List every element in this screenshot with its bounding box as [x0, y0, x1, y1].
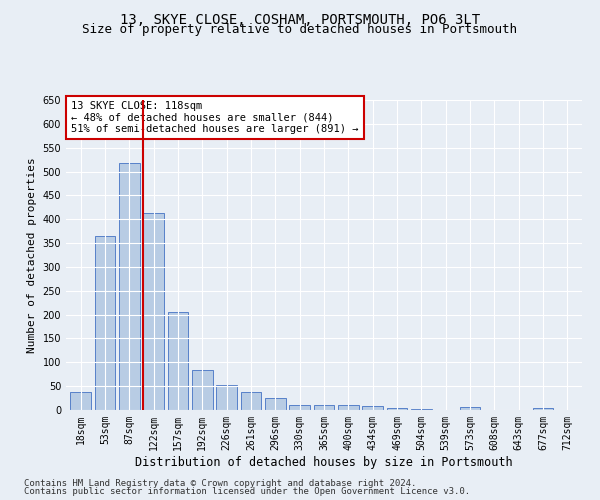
Y-axis label: Number of detached properties: Number of detached properties [27, 157, 37, 353]
Bar [265, 398, 286, 410]
Bar [289, 405, 310, 410]
Bar [216, 384, 237, 410]
Text: Contains public sector information licensed under the Open Government Licence v3: Contains public sector information licen… [24, 487, 470, 496]
Text: Size of property relative to detached houses in Portsmouth: Size of property relative to detached ho… [83, 22, 517, 36]
Bar [362, 406, 383, 410]
Bar [167, 312, 188, 410]
Bar [314, 405, 334, 410]
Bar [241, 392, 262, 410]
Bar [460, 407, 481, 410]
Bar [411, 408, 432, 410]
X-axis label: Distribution of detached houses by size in Portsmouth: Distribution of detached houses by size … [135, 456, 513, 468]
Text: Contains HM Land Registry data © Crown copyright and database right 2024.: Contains HM Land Registry data © Crown c… [24, 478, 416, 488]
Text: 13, SKYE CLOSE, COSHAM, PORTSMOUTH, PO6 3LT: 13, SKYE CLOSE, COSHAM, PORTSMOUTH, PO6 … [120, 12, 480, 26]
Bar [70, 392, 91, 410]
Bar [338, 405, 359, 410]
Bar [192, 370, 212, 410]
Bar [386, 408, 407, 410]
Bar [143, 213, 164, 410]
Bar [533, 408, 553, 410]
Text: 13 SKYE CLOSE: 118sqm
← 48% of detached houses are smaller (844)
51% of semi-det: 13 SKYE CLOSE: 118sqm ← 48% of detached … [71, 101, 358, 134]
Bar [119, 164, 140, 410]
Bar [95, 236, 115, 410]
